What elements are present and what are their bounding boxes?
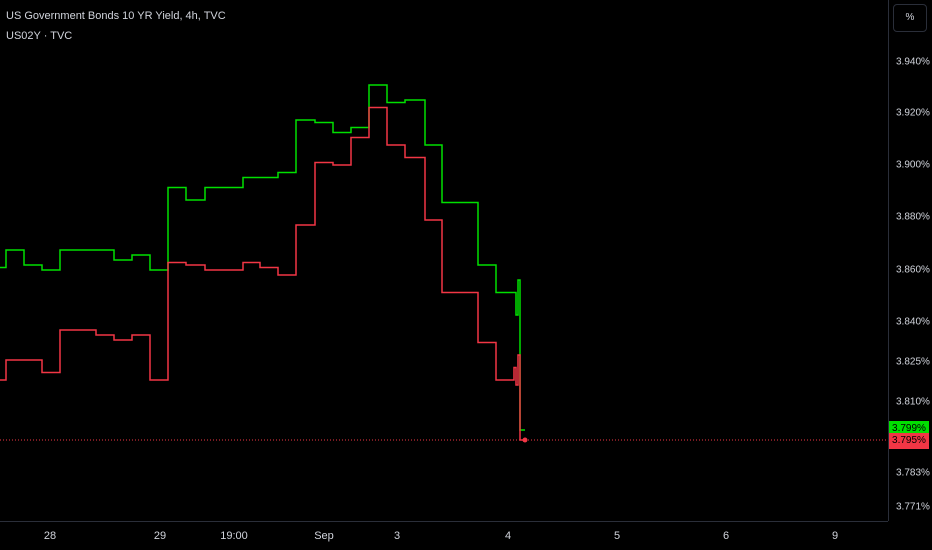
last-value-tag-secondary: 3.795% xyxy=(889,433,929,449)
time-axis-tick-label: 9 xyxy=(831,530,839,542)
chart-plot-area[interactable] xyxy=(0,0,888,521)
time-axis-tick-label: 19:00 xyxy=(220,530,248,542)
price-axis-tick-label: 3.920% xyxy=(896,107,930,119)
price-axis-tick-label: 3.771% xyxy=(896,501,930,513)
price-axis-tick-label: 3.940% xyxy=(896,56,930,68)
time-axis-tick-label: 6 xyxy=(722,530,730,542)
chart-legend-compare-symbol: US02Y · TVC xyxy=(6,30,73,42)
last-price-marker xyxy=(522,437,528,443)
price-axis-tick-label: 3.900% xyxy=(896,159,930,171)
price-axis-tick-label: 3.860% xyxy=(896,264,930,276)
time-axis-tick-label: 29 xyxy=(153,530,167,542)
time-axis-tick-label: 3 xyxy=(393,530,401,542)
series-line-secondary xyxy=(0,106,525,441)
series-line-primary xyxy=(0,84,525,431)
price-axis[interactable] xyxy=(888,0,932,521)
chart-legend-title: US Government Bonds 10 YR Yield, 4h, TVC xyxy=(6,10,226,22)
price-axis-tick-label: 3.810% xyxy=(896,396,930,408)
time-axis[interactable] xyxy=(0,521,888,550)
price-axis-tick-label: 3.880% xyxy=(896,211,930,223)
time-axis-tick-label: 28 xyxy=(43,530,57,542)
time-axis-tick-label: Sep xyxy=(314,530,334,542)
price-axis-tick-label: 3.825% xyxy=(896,356,930,368)
time-axis-tick-label: 4 xyxy=(504,530,512,542)
price-axis-tick-label: 3.783% xyxy=(896,467,930,479)
percent-scale-button[interactable]: % xyxy=(893,4,927,32)
time-axis-tick-label: 5 xyxy=(613,530,621,542)
price-axis-tick-label: 3.840% xyxy=(896,316,930,328)
